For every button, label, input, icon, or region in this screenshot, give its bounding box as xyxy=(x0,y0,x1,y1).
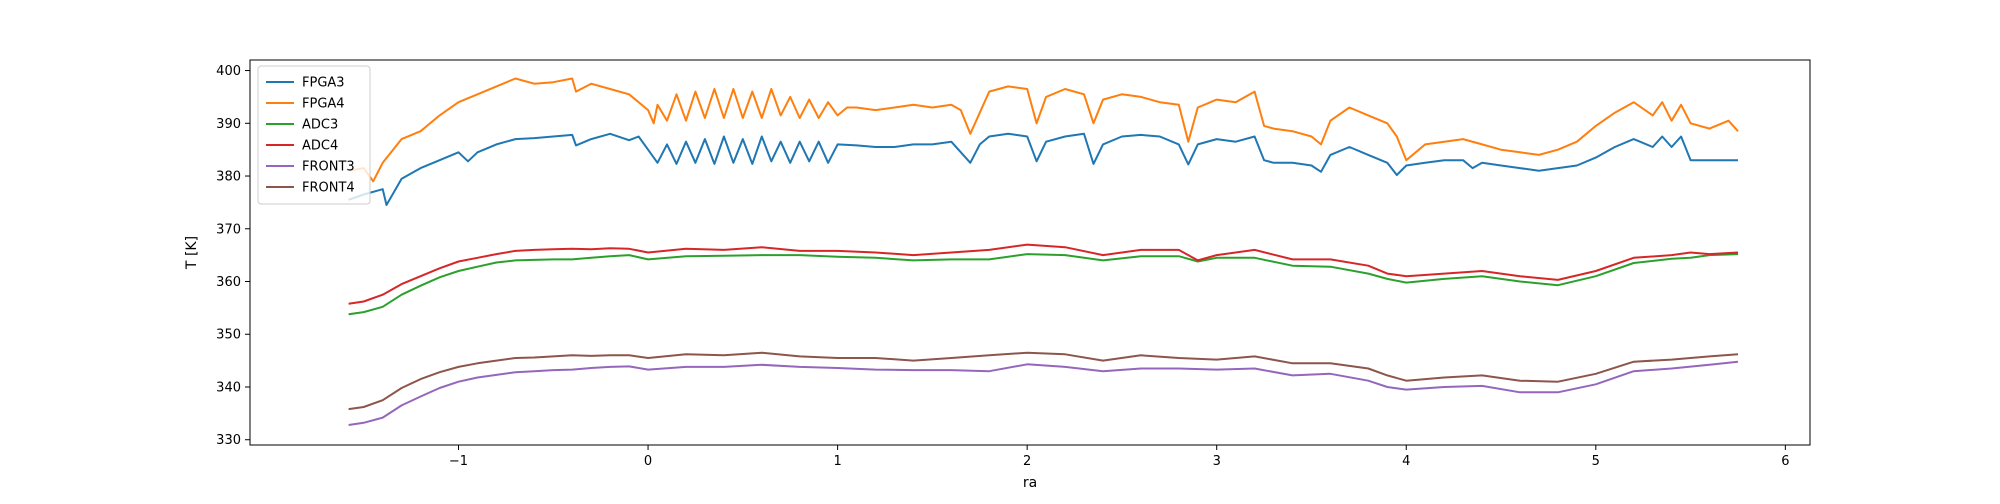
x-tick-label: 3 xyxy=(1213,454,1221,469)
y-tick-label: 360 xyxy=(216,275,241,290)
series-line-fpga4 xyxy=(348,77,1739,183)
series-line-front4 xyxy=(348,351,1739,411)
series-line-adc3 xyxy=(348,253,1739,316)
y-axis-label: T [K] xyxy=(184,236,200,270)
legend-label: ADC4 xyxy=(302,139,338,154)
plot-frame xyxy=(249,59,1811,446)
x-tick-label: 6 xyxy=(1781,454,1789,469)
x-tick-label: −1 xyxy=(449,454,468,469)
legend-label: ADC3 xyxy=(302,118,338,133)
series-line-front3 xyxy=(348,360,1739,426)
legend: FPGA3 FPGA4 ADC3 ADC4 FRONT3 FRONT4 xyxy=(257,65,371,205)
legend-label: FRONT3 xyxy=(302,160,355,175)
y-tick-label: 380 xyxy=(216,170,241,185)
series-line-adc4 xyxy=(348,243,1739,305)
legend-label: FPGA3 xyxy=(302,76,345,91)
series-line-fpga3 xyxy=(348,132,1738,206)
axes: −1 0 1 2 3 4 5 6 330 340 350 360 370 380 390 400 xyxy=(216,64,1789,469)
y-tick-label: 330 xyxy=(216,433,241,448)
legend-label: FPGA4 xyxy=(302,97,345,112)
y-tick-label: 350 xyxy=(216,328,241,343)
y-tick-label: 390 xyxy=(216,117,241,132)
x-tick-label: 4 xyxy=(1402,454,1410,469)
y-tick-label: 340 xyxy=(216,380,241,395)
x-tick-label: 0 xyxy=(644,454,652,469)
legend-box xyxy=(257,65,371,205)
x-tick-label: 5 xyxy=(1592,454,1600,469)
y-tick-label: 400 xyxy=(216,64,241,79)
y-tick-label: 370 xyxy=(216,222,241,237)
x-tick-label: 2 xyxy=(1023,454,1031,469)
x-axis-label: ra xyxy=(1023,475,1037,491)
legend-label: FRONT4 xyxy=(302,181,355,196)
plot-lines xyxy=(348,77,1739,426)
x-tick-label: 1 xyxy=(833,454,841,469)
